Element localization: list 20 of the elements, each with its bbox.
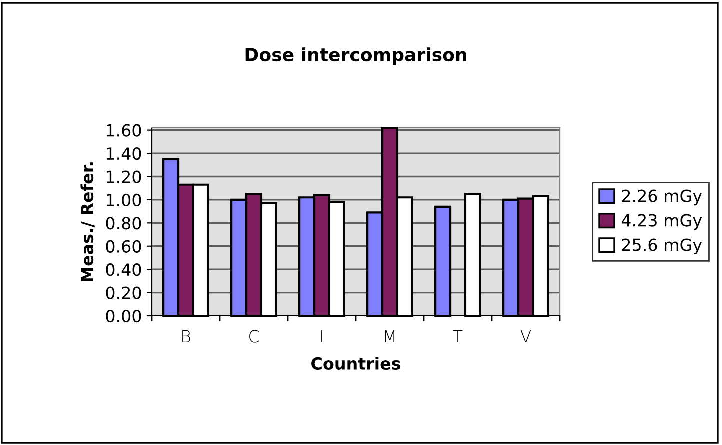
y-axis-title: Meas./ Refer. <box>80 162 95 282</box>
y-tick-label: 1.00 <box>107 194 142 207</box>
legend-label: 4.23 mGy <box>622 214 702 230</box>
x-tick-label: T <box>453 330 463 343</box>
x-tick-label: C <box>250 330 259 343</box>
y-tick-label: 0.00 <box>106 310 142 323</box>
y-tick-label: 1.40 <box>107 147 142 160</box>
y-tick-label: 0.80 <box>106 217 142 230</box>
y-tick-label: 0.20 <box>106 286 142 300</box>
legend-label: 25.6 mGy <box>622 238 702 255</box>
y-tick-label: 1.20 <box>107 170 142 184</box>
y-tick-label: 0.60 <box>106 240 142 253</box>
legend-label: 2.26 mGy <box>622 190 702 206</box>
x-tick-label: B <box>182 330 190 343</box>
y-tick-label: 0.40 <box>106 264 142 276</box>
x-tick-label: M <box>385 330 395 343</box>
x-axis-title: Countries <box>312 357 400 370</box>
chart-title: Dose intercomparison <box>246 48 466 66</box>
x-tick-label: V <box>520 330 532 343</box>
y-tick-label: 1.60 <box>107 124 142 137</box>
